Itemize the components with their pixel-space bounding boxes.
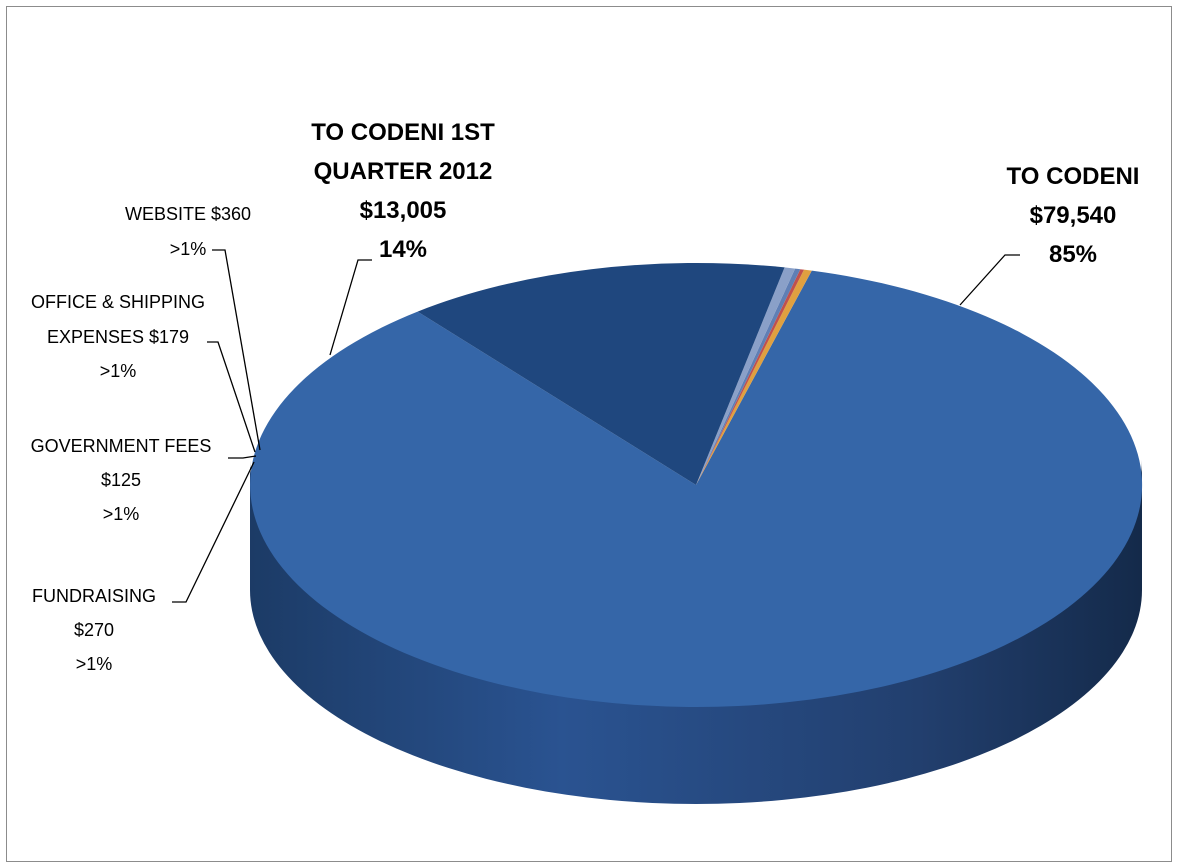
pie-slice-office-shipping-expenses (696, 268, 801, 485)
label-codeni-percent: 85% (1049, 241, 1097, 268)
pie-slice-fundraising (696, 269, 812, 485)
leader-q1 (329, 259, 372, 356)
label-q1-line2: QUARTER 2012 (314, 158, 493, 185)
leader-website (212, 249, 261, 451)
label-gov-name: GOVERNMENT FEES (31, 436, 212, 456)
label-office-line1: OFFICE & SHIPPING (31, 292, 205, 312)
leader-fund (172, 461, 255, 603)
label-gov-amount: $125 (101, 470, 141, 490)
leader-codeni (959, 254, 1020, 306)
label-q1-percent: 14% (379, 236, 427, 263)
pie-slice-to-codeni-1st-quarter-2012 (417, 262, 785, 485)
leader-gov (228, 455, 257, 459)
pie-slice-website (696, 267, 796, 485)
label-office-line2: EXPENSES $179 (47, 327, 189, 347)
label-gov-percent: >1% (103, 504, 140, 524)
pie-slices (250, 262, 1143, 707)
label-fund-percent: >1% (76, 654, 113, 674)
pie-side (250, 460, 1142, 804)
pie-slice-to-codeni (250, 270, 1143, 707)
label-codeni-name: TO CODENI (1007, 163, 1140, 190)
label-website-percent: >1% (170, 239, 207, 259)
label-fund-name: FUNDRAISING (32, 586, 156, 606)
label-office-percent: >1% (100, 361, 137, 381)
leader-office (207, 341, 256, 453)
label-q1-amount: $13,005 (360, 197, 447, 224)
label-fund-amount: $270 (74, 620, 114, 640)
label-q1-line1: TO CODENI 1ST (311, 119, 495, 146)
label-website-name: WEBSITE $360 (125, 204, 251, 224)
label-codeni-amount: $79,540 (1030, 202, 1117, 229)
pie-slice-government-fees (696, 269, 804, 485)
